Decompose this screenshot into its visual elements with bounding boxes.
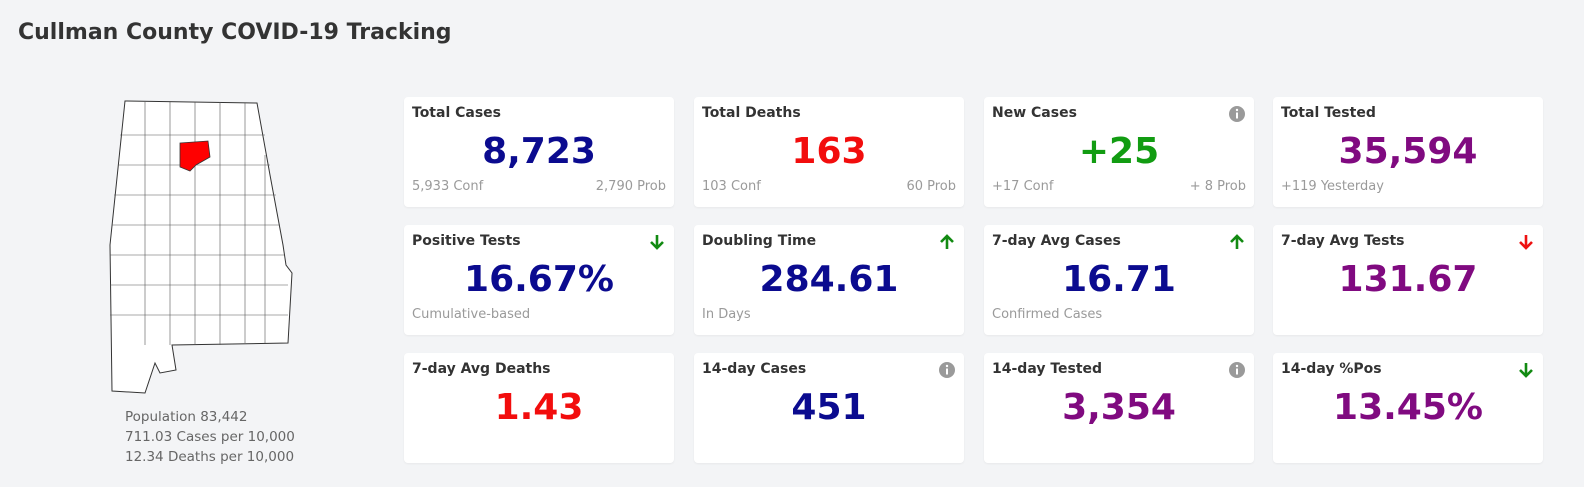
stat-card: Total Tested 35,594 +119 Yesterday — [1273, 97, 1543, 207]
icon-glyph — [1236, 112, 1238, 119]
icon-glyph — [1236, 368, 1238, 375]
arrow-glyph — [1519, 235, 1533, 250]
county-info: Population 83,442 711.03 Cases per 10,000… — [125, 407, 295, 467]
stat-card: 7-day Avg Cases 16.71 Confirmed Cases — [984, 225, 1254, 335]
icon-glyph — [946, 368, 948, 375]
card-label: 7-day Avg Deaths — [412, 361, 551, 377]
card-value: 284.61 — [759, 259, 899, 300]
card-value: 16.71 — [1062, 259, 1176, 300]
card-value: +25 — [1078, 131, 1160, 172]
trend-arrow — [1519, 235, 1533, 250]
trend-arrow — [1519, 363, 1533, 378]
state-map — [109, 100, 293, 394]
card-label: Total Cases — [412, 105, 502, 121]
card-value: 8,723 — [482, 131, 596, 172]
arrow-glyph — [940, 234, 954, 249]
info-line: 711.03 Cases per 10,000 — [125, 429, 295, 445]
stat-card: 14-day %Pos 13.45% — [1273, 353, 1543, 463]
arrow-glyph — [1230, 234, 1244, 249]
stat-card: Positive Tests 16.67% Cumulative-based — [404, 225, 674, 335]
page-title: Cullman County COVID-19 Tracking — [18, 20, 452, 45]
card-note: 5,933 Conf — [412, 179, 484, 194]
card-note: Cumulative-based — [412, 307, 531, 322]
trend-arrow — [650, 235, 664, 250]
arrow-glyph — [1519, 363, 1533, 378]
icon-glyph — [1235, 108, 1239, 112]
card-label: Doubling Time — [702, 233, 817, 249]
stat-card: Doubling Time 284.61 In Days — [694, 225, 964, 335]
stat-card: 14-day Tested 3,354 — [984, 353, 1254, 463]
card-note: In Days — [702, 307, 751, 322]
card-label: 7-day Avg Cases — [992, 233, 1121, 249]
card-note: Confirmed Cases — [992, 307, 1103, 322]
stat-card: 7-day Avg Deaths 1.43 — [404, 353, 674, 463]
card-label: 7-day Avg Tests — [1281, 233, 1405, 249]
card-value: 16.67% — [464, 259, 614, 300]
card-note: +17 Conf — [992, 179, 1054, 194]
stat-card: 14-day Cases 451 — [694, 353, 964, 463]
trend-arrow — [1230, 234, 1244, 249]
trend-arrow — [940, 234, 954, 249]
card-value: 1.43 — [494, 387, 584, 428]
card-note: +119 Yesterday — [1281, 179, 1384, 194]
card-note: 2,790 Prob — [595, 179, 666, 194]
card-label: Total Tested — [1281, 105, 1376, 121]
info-icon[interactable] — [1228, 105, 1246, 123]
card-value: 3,354 — [1062, 387, 1176, 428]
card-label: 14-day Tested — [992, 361, 1103, 377]
card-label: New Cases — [992, 105, 1077, 121]
card-label: 14-day Cases — [702, 361, 807, 377]
info-line: Population 83,442 — [125, 409, 248, 425]
card-note: + 8 Prob — [1189, 179, 1246, 194]
card-note: 60 Prob — [906, 179, 956, 194]
card-value: 131.67 — [1338, 259, 1478, 300]
card-label: Total Deaths — [702, 105, 801, 121]
info-line: 12.34 Deaths per 10,000 — [125, 449, 295, 465]
card-value: 163 — [791, 131, 867, 172]
card-value: 451 — [791, 387, 867, 428]
stat-card: New Cases +25 +17 Conf + 8 Prob — [984, 97, 1254, 207]
stat-card: 7-day Avg Tests 131.67 — [1273, 225, 1543, 335]
icon-glyph — [945, 364, 949, 368]
arrow-glyph — [650, 235, 664, 250]
icon-glyph — [1235, 364, 1239, 368]
info-icon[interactable] — [938, 361, 956, 379]
stat-card: Total Deaths 163 103 Conf 60 Prob — [694, 97, 964, 207]
card-value: 35,594 — [1338, 131, 1478, 172]
card-label: 14-day %Pos — [1281, 361, 1382, 377]
card-label: Positive Tests — [412, 233, 521, 249]
card-note: 103 Conf — [702, 179, 761, 194]
card-value: 13.45% — [1333, 387, 1483, 428]
stat-card: Total Cases 8,723 5,933 Conf 2,790 Prob — [404, 97, 674, 207]
info-icon[interactable] — [1228, 361, 1246, 379]
